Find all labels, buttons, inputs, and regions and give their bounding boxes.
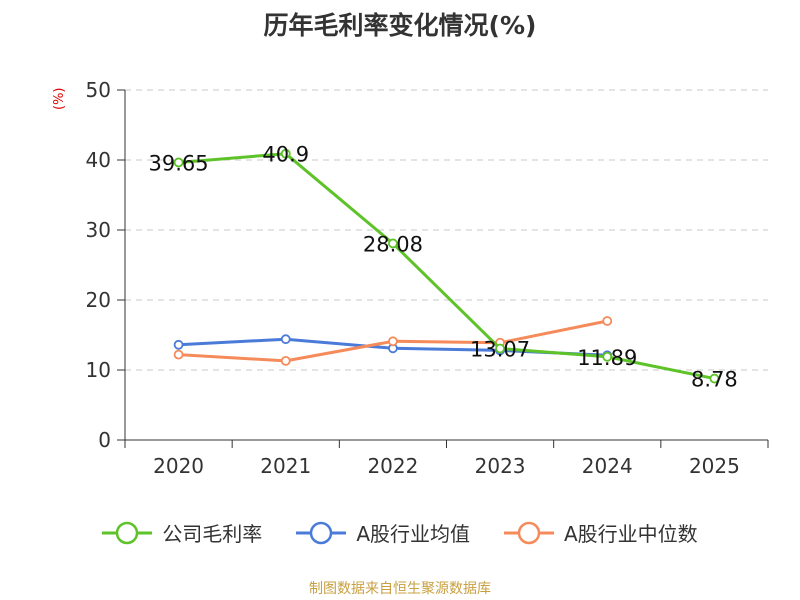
data-point [602, 351, 613, 362]
x-tick-label-2024: 2024 [582, 454, 633, 478]
y-tick-label: 20 [86, 288, 111, 312]
legend-swatch-icon [504, 521, 554, 544]
data-label: 11.89 [577, 346, 637, 370]
data-point [388, 238, 398, 249]
y-tick-label: 50 [86, 78, 111, 102]
data-point [495, 343, 505, 354]
data-label: 28.08 [363, 232, 423, 256]
y-tick-label: 0 [98, 428, 111, 452]
data-point [280, 355, 291, 366]
legend-swatch-marker [116, 521, 139, 544]
line-chart-plot: 0 10 20 30 40 50 2020 2021 2022 2023 2024 2025 39.6… [86, 78, 769, 478]
axes: 0 10 20 30 40 50 2020 2021 2022 2023 2024 2025 [86, 78, 769, 478]
series-lines [173, 148, 720, 384]
data-point [280, 148, 291, 159]
data-label: 8.78 [691, 368, 738, 392]
data-point [173, 349, 184, 360]
data-label: 40.9 [262, 143, 309, 167]
y-tick-label: 30 [86, 218, 111, 242]
data-point [173, 339, 184, 350]
series-line-0 [178, 152, 715, 381]
x-tick-label-2025: 2025 [689, 454, 740, 478]
data-point [709, 373, 720, 384]
legend-swatch-icon [102, 521, 153, 544]
legend-item-2[interactable]: A股行业中位数 [504, 518, 698, 547]
legend: 公司毛利率 A股行业均值 A股行业中位数 [0, 518, 800, 547]
legend-swatch-icon [296, 521, 347, 544]
x-tick-label-2023: 2023 [475, 454, 526, 478]
legend-swatch-marker [310, 521, 333, 544]
legend-label: 公司毛利率 [162, 522, 263, 546]
y-tick-label: 10 [86, 358, 111, 382]
chart-title: 历年毛利率变化情况(%) [263, 11, 537, 40]
x-tick-label-2021: 2021 [260, 454, 311, 478]
legend-label: A股行业中位数 [564, 522, 698, 546]
x-tick-label-2020: 2020 [153, 454, 204, 478]
data-labels: 39.65 40.9 28.08 13.07 11.89 8.78 [149, 143, 738, 392]
legend-label: A股行业均值 [356, 522, 470, 546]
data-label: 13.07 [470, 338, 530, 362]
x-tick-label-2022: 2022 [367, 454, 418, 478]
data-point [602, 316, 613, 326]
legend-swatch-marker [517, 521, 541, 544]
data-point [388, 336, 398, 347]
y-tick-label: 40 [86, 148, 111, 172]
gridlines [125, 89, 768, 371]
data-point [280, 334, 291, 345]
data-point [173, 157, 184, 168]
legend-item-0[interactable]: 公司毛利率 [102, 518, 262, 547]
data-source-note: 制图数据来自恒生聚源数据库 [309, 581, 491, 597]
legend-item-1[interactable]: A股行业均值 [296, 518, 470, 547]
data-label: 39.65 [149, 151, 209, 175]
